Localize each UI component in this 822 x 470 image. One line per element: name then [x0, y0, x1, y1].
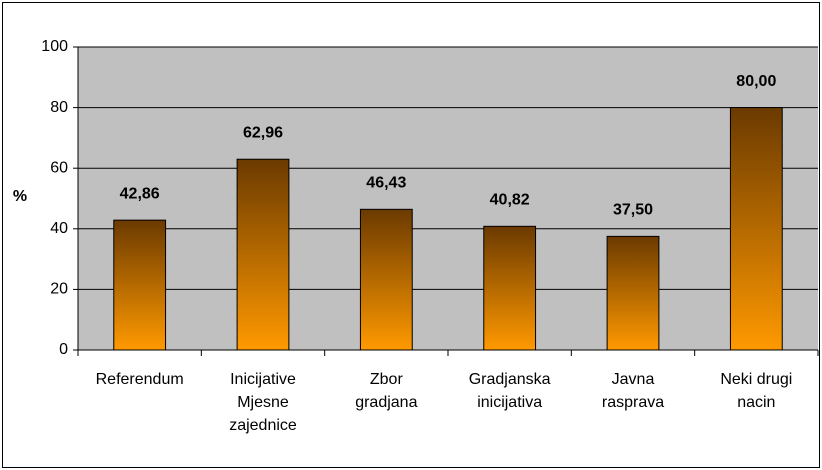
y-tick-label: 60 [50, 159, 68, 176]
bar [359, 208, 413, 351]
y-tick-label: 40 [50, 220, 68, 237]
y-tick-label: 20 [50, 281, 68, 298]
data-label: 46,43 [366, 175, 406, 192]
data-label: 62,96 [243, 124, 283, 141]
y-tick-label: 0 [59, 341, 68, 358]
x-tick-label: Neki drugi nacin [720, 371, 793, 411]
data-label: 80,00 [736, 73, 776, 90]
bar [236, 158, 290, 351]
data-label: 42,86 [120, 185, 160, 202]
x-tick-label: Referendum [95, 371, 184, 388]
bar [729, 107, 783, 351]
y-axis-label: % [13, 188, 27, 205]
x-tick-label: Zbor gradjana [355, 371, 418, 411]
bar [483, 225, 537, 351]
bar [113, 219, 167, 351]
y-tick-label: 80 [50, 99, 68, 116]
data-label: 37,50 [613, 202, 653, 219]
data-label: 40,82 [490, 192, 530, 209]
x-tick-label: Javna rasprava [601, 371, 665, 411]
x-tick-label: Inicijative Mjesne zajednice [229, 371, 297, 434]
plot-area [78, 47, 818, 350]
x-tick-label: Gradjanska inicijativa [468, 371, 551, 411]
bar [606, 235, 660, 351]
y-tick-label: 100 [41, 38, 68, 55]
